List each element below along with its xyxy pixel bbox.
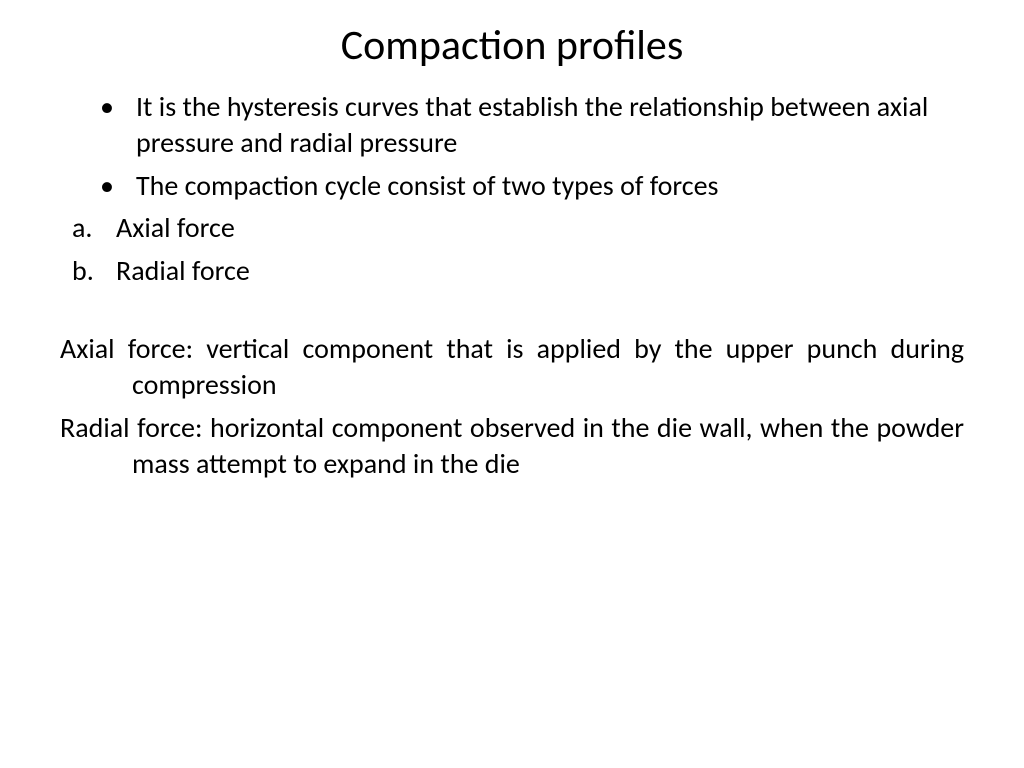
bullet-text: The compaction cycle consist of two type… [136, 168, 964, 204]
slide-title: Compaction profiles [60, 20, 964, 71]
lettered-marker: a. [72, 210, 116, 246]
bullet-marker: • [100, 168, 136, 204]
lettered-marker: b. [72, 253, 116, 289]
bullet-item: • It is the hysteresis curves that estab… [60, 89, 964, 162]
bullet-marker: • [100, 89, 136, 162]
lettered-item: a. Axial force [60, 210, 964, 246]
slide-content: • It is the hysteresis curves that estab… [60, 89, 964, 483]
spacer [60, 295, 964, 331]
lettered-text: Radial force [116, 253, 964, 289]
bullet-text: It is the hysteresis curves that establi… [136, 89, 964, 162]
bullet-item: • The compaction cycle consist of two ty… [60, 168, 964, 204]
definition-text: Radial force: horizontal component obser… [60, 410, 964, 483]
lettered-item: b. Radial force [60, 253, 964, 289]
lettered-text: Axial force [116, 210, 964, 246]
definition-text: Axial force: vertical component that is … [60, 331, 964, 404]
slide-container: Compaction profiles • It is the hysteres… [0, 0, 1024, 768]
